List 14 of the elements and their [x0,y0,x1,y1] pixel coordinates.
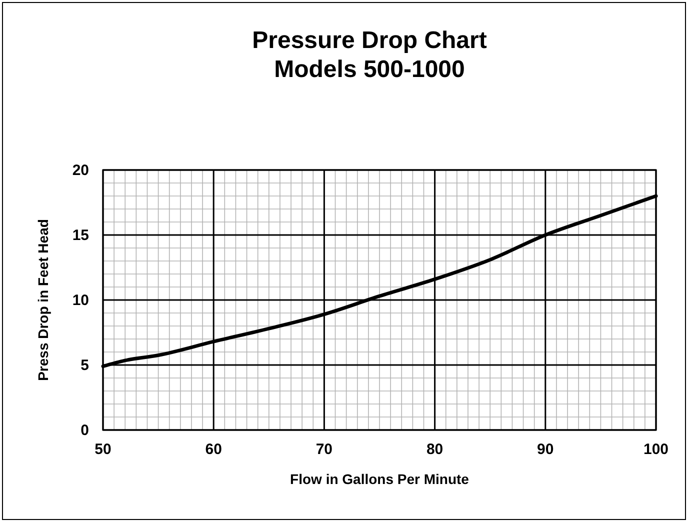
y-tick-label: 10 [72,292,89,309]
y-tick-label: 15 [72,227,89,244]
x-tick-label: 70 [316,441,333,458]
chart-title: Pressure Drop Chart Models 500-1000 [252,27,487,83]
y-axis-title: Press Drop in Feet Head [35,219,51,381]
y-tick-label: 5 [80,357,89,374]
x-tick-label: 60 [205,441,222,458]
x-axis-title: Flow in Gallons Per Minute [290,471,470,487]
x-tick-label: 90 [537,441,554,458]
x-tick-label: 50 [94,441,112,458]
y-tick-label: 0 [80,422,89,439]
y-tick-label: 20 [72,162,89,179]
x-tick-label: 100 [643,441,669,458]
x-tick-label: 80 [426,441,444,458]
